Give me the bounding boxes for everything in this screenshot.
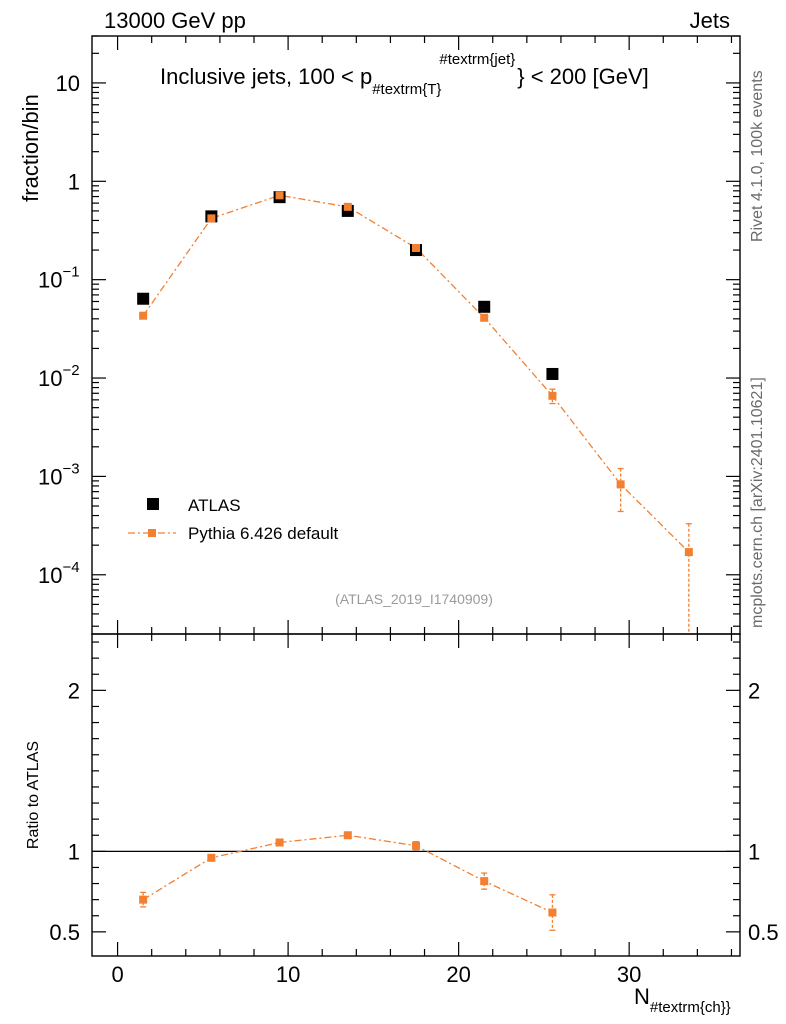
ratio-y-tick-label-right: 0.5: [748, 920, 779, 945]
x-tick-label: 10: [276, 962, 300, 987]
x-axis-label-subscript: #textrm{ch}}: [650, 999, 731, 1016]
ratio-y-tick-label-right: 2: [748, 678, 760, 703]
atlas-point: [137, 292, 150, 305]
ratio-point: [139, 895, 148, 904]
pythia-point: [480, 313, 489, 322]
x-tick-label: 20: [446, 962, 470, 987]
atlas-point: [478, 300, 491, 313]
ratio-point: [412, 841, 420, 850]
title-superscript: #textrm{jet}: [439, 51, 515, 68]
pythia-point: [548, 391, 557, 400]
legend-pythia-marker: [148, 529, 156, 537]
pythia-line: [142, 194, 690, 553]
main-data-series: [137, 191, 693, 635]
legend-atlas-marker: [147, 498, 159, 510]
tick-base: 10: [38, 563, 62, 588]
ratio-y-tick-label: 1: [68, 839, 80, 864]
main-y-tick-label: 10−3: [38, 460, 80, 489]
ratio-y-tick-labels: 0.5 0.5 1 1 2 2: [49, 678, 778, 945]
ratio-panel: 0.5 0.5 1 1 2 2 0 10 20 30 Ratio to ATLAS N#text…: [25, 633, 779, 1016]
title-prefix: Inclusive jets, 100 < p: [160, 64, 372, 89]
tick-exponent: −2: [62, 362, 79, 379]
x-axis-label: N#textrm{ch}}: [634, 984, 731, 1016]
analysis-reference: (ATLAS_2019_I1740909): [335, 591, 493, 607]
x-tick-label: 30: [617, 962, 641, 987]
ratio-point: [275, 838, 284, 847]
main-y-tick-label: 10: [56, 71, 80, 96]
pythia-point: [139, 311, 148, 320]
tick-base: 10: [38, 464, 62, 489]
x-tick-label: 0: [111, 962, 123, 987]
main-y-tick-label: 10−1: [38, 264, 80, 293]
legend-pythia-label: Pythia 6.426 default: [188, 524, 339, 543]
ratio-y-tick-label-right: 1: [748, 839, 760, 864]
main-plot-frame: [91, 35, 741, 635]
pythia-point: [275, 191, 284, 200]
x-tick-labels: 0 10 20 30: [111, 962, 641, 987]
main-y-axis-label: fraction/bin: [18, 94, 43, 202]
tick-exponent: −3: [62, 460, 79, 477]
pythia-point: [684, 548, 693, 557]
tick-base: 10: [38, 268, 62, 293]
ratio-y-tick-label: 2: [68, 678, 80, 703]
legend-atlas-label: ATLAS: [188, 496, 241, 515]
ratio-data-series: [139, 831, 557, 931]
tick-exponent: −4: [62, 559, 79, 576]
tick-base: 10: [38, 366, 62, 391]
atlas-point: [546, 367, 559, 380]
mcplots-source-label: mcplots.cern.ch [arXiv:2401.10621]: [749, 377, 766, 628]
process-label: Jets: [690, 8, 730, 33]
ratio-point: [207, 853, 216, 862]
tick-exponent: −1: [62, 264, 79, 281]
beam-label: 13000 GeV pp: [104, 8, 246, 33]
pythia-point: [616, 480, 625, 489]
ratio-point: [480, 877, 489, 886]
ratio-y-axis-label: Ratio to ATLAS: [25, 741, 42, 849]
pythia-point: [412, 243, 420, 252]
x-axis-label-main: N: [634, 984, 650, 1009]
rivet-version-label: Rivet 4.1.0, 100k events: [749, 70, 766, 242]
legend: ATLAS Pythia 6.426 default: [128, 496, 339, 543]
main-y-tick-label: 1: [68, 169, 80, 194]
main-axis-ticks: [92, 35, 740, 634]
pythia-point: [207, 214, 216, 223]
main-y-tick-label: 10−2: [38, 362, 80, 391]
ratio-point: [343, 831, 352, 840]
ratio-plot-frame: [91, 633, 741, 957]
plot-title: Inclusive jets, 100 < p#textrm{T} #textrm…: [160, 51, 649, 98]
ratio-axis-ticks: [92, 634, 740, 956]
ratio-line: [142, 834, 553, 914]
ratio-point: [548, 908, 557, 917]
title-subscript: #textrm{T}: [372, 81, 441, 98]
main-y-tick-label: 10−4: [38, 559, 80, 588]
ratio-y-tick-label: 0.5: [49, 920, 80, 945]
pythia-point: [343, 202, 352, 211]
title-suffix: } < 200 [GeV]: [517, 64, 648, 89]
